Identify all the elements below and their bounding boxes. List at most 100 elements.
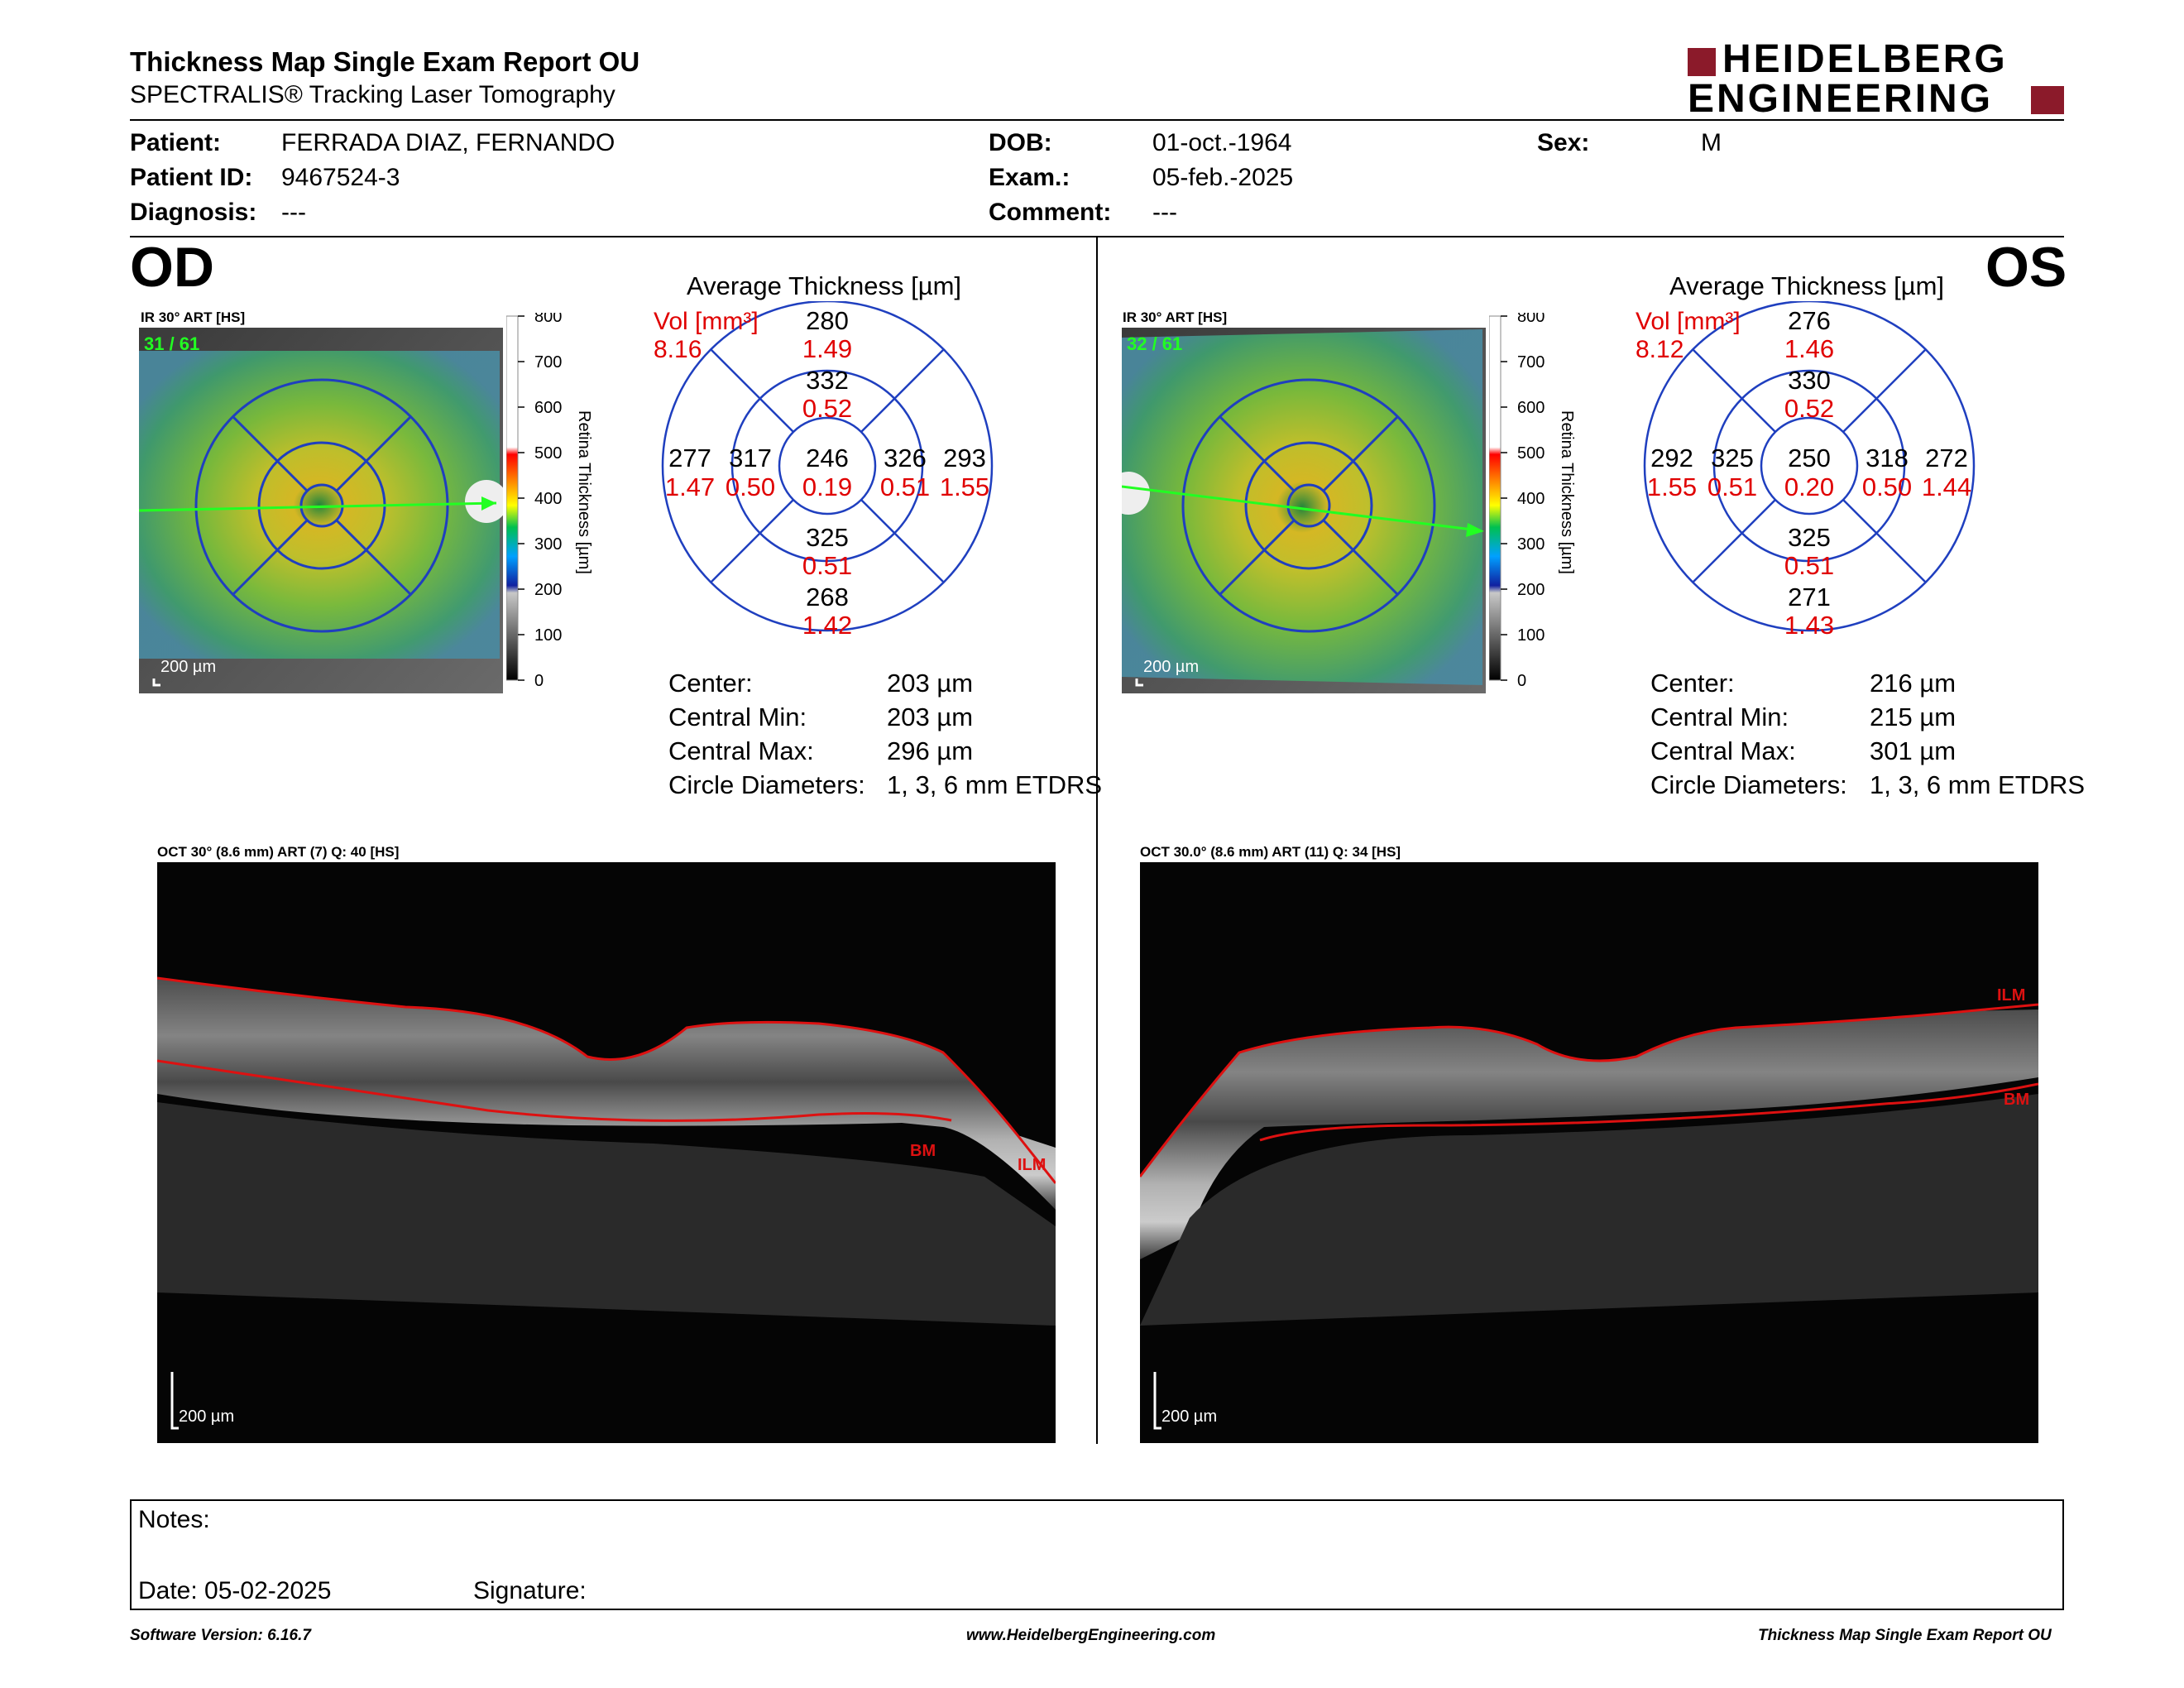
os-cbar-tick: 500 (1517, 444, 1545, 463)
patient-id-label: Patient ID: (130, 164, 253, 191)
os-scan-arrow (1466, 523, 1484, 537)
os-stat-label: Center: (1650, 669, 1735, 698)
od-outer-inf-thickness: 268 (806, 583, 849, 611)
os-outer-left-volume: 1.55 (1647, 472, 1697, 501)
date-label: Date: 05-02-2025 (138, 1577, 332, 1604)
os-frame-counter: 32 / 61 (1127, 333, 1182, 354)
os-stat-value: 215 µm (1870, 703, 1956, 731)
os-fundus-map: 32 / 61 200 µm (1122, 328, 1486, 693)
exam-value: 05-feb.-2025 (1152, 164, 1294, 191)
os-colorbar-gradient (1489, 315, 1502, 681)
patient-label: Patient: (130, 129, 222, 156)
os-outer-right-volume: 1.44 (1922, 472, 1971, 501)
report-subtitle: SPECTRALIS® Tracking Laser Tomography (130, 81, 615, 108)
os-etdrs-grid (1181, 378, 1436, 633)
od-stat-value: 203 µm (887, 703, 974, 731)
od-colorbar-gradient (506, 315, 519, 681)
od-stat-label: Center: (668, 669, 753, 698)
od-colorbar: 800 700 600 500 400 300 200 100 0 Retina… (506, 313, 593, 690)
od-inner-left-thickness: 317 (729, 444, 772, 472)
header-divider (130, 119, 2064, 121)
od-bm-tag: BM (910, 1142, 936, 1160)
os-retina-layers (1140, 1009, 2038, 1259)
od-eye-label: OD (130, 236, 214, 299)
od-scan-line (139, 501, 497, 512)
od-retina-layers (157, 978, 1056, 1210)
os-ir-label: IR 30° ART [HS] (1123, 309, 1228, 325)
od-vol-label: Vol [mm³] (654, 308, 759, 335)
od-frame-counter: 31 / 61 (144, 333, 199, 354)
od-outer-right-volume: 1.55 (940, 472, 989, 501)
os-bm-tag: BM (2004, 1091, 2029, 1109)
diagnosis-value: --- (281, 199, 306, 226)
patient-name: FERRADA DIAZ, FERNANDO (281, 129, 615, 156)
od-bm-line (157, 1059, 952, 1122)
od-cbar-tick: 100 (534, 626, 562, 645)
od-inner-right-thickness: 326 (884, 444, 927, 472)
od-outer-sup-thickness: 280 (806, 306, 849, 335)
os-stat-label: Circle Diameters: (1650, 770, 1847, 799)
od-vol-total: 8.16 (654, 336, 702, 363)
od-inner-left-volume: 0.50 (726, 472, 775, 501)
os-optic-disc (1122, 472, 1150, 515)
os-choroid (1140, 1094, 2038, 1326)
od-outer-right-thickness: 293 (943, 444, 986, 472)
od-fundus-scale: 200 µm (160, 658, 216, 676)
signature-label: Signature: (473, 1577, 587, 1604)
od-cbar-tick: 800 (534, 313, 562, 326)
od-outer-sup-volume: 1.49 (802, 334, 852, 363)
os-colorbar-title: Retina Thickness [µm] (1558, 410, 1576, 574)
os-cbar-tick: 100 (1517, 626, 1545, 645)
od-choroid (157, 1102, 1056, 1326)
os-cbar-tick: 400 (1517, 490, 1545, 508)
os-scale-bar (1135, 679, 1143, 687)
os-bm-line (1259, 1082, 2038, 1142)
os-avg-title: Average Thickness [µm] (1669, 271, 1945, 300)
od-cbar-tick: 700 (534, 353, 562, 372)
os-cbar-tick: 800 (1517, 313, 1545, 326)
os-inner-left-thickness: 325 (1711, 444, 1754, 472)
os-ilm-tag: ILM (1997, 986, 2025, 1005)
od-stat-label: Central Max: (668, 736, 814, 765)
os-cbar-tick: 700 (1517, 353, 1545, 372)
od-outer-left-thickness: 277 (668, 444, 711, 472)
os-inner-inf-volume: 0.51 (1784, 551, 1834, 580)
os-outer-inf-volume: 1.43 (1784, 611, 1834, 640)
od-cbar-tick: 200 (534, 581, 562, 599)
exam-label: Exam.: (989, 164, 1070, 191)
comment-label: Comment: (989, 199, 1112, 226)
os-outer-sup-volume: 1.46 (1784, 334, 1834, 363)
report-title: Thickness Map Single Exam Report OU (130, 46, 640, 77)
os-stat-value: 1, 3, 6 mm ETDRS (1870, 770, 2086, 799)
logo-text-line1: HEIDELBERG (1722, 37, 2008, 81)
od-inner-inf-volume: 0.51 (802, 551, 852, 580)
od-fundus-map: 31 / 61 200 µm (139, 328, 503, 693)
od-scale-bar (152, 679, 160, 687)
od-oct-scale: 200 µm (179, 1407, 234, 1426)
os-ilm-line (1140, 1003, 2038, 1177)
os-stat-label: Central Max: (1650, 736, 1796, 765)
od-avg-title: Average Thickness [µm] (687, 271, 962, 300)
os-scan-line (1122, 485, 1480, 532)
diagnosis-label: Diagnosis: (130, 199, 257, 226)
os-eye-label: OS (1985, 236, 2067, 299)
comment-value: --- (1152, 199, 1177, 226)
os-oct-scale-bar (1153, 1372, 1161, 1430)
os-inner-sup-volume: 0.52 (1784, 394, 1834, 423)
od-cbar-tick: 300 (534, 535, 562, 554)
info-divider (130, 236, 2064, 237)
os-fundus-scale: 200 µm (1143, 658, 1199, 676)
os-cbar-tick: 600 (1517, 399, 1545, 417)
center-divider (1096, 237, 1098, 1444)
notes-box: Notes: Date: 05-02-2025 Signature: (130, 1499, 2064, 1610)
od-cbar-tick: 600 (534, 399, 562, 417)
od-etdrs-chart: 280 1.49 332 0.52 246 0.19 317 0.50 326 … (661, 301, 994, 640)
od-inner-inf-thickness: 325 (806, 523, 849, 552)
os-inner-sup-thickness: 330 (1788, 366, 1831, 395)
od-ilm-line (157, 976, 1056, 1184)
logo-square-bottom (2031, 86, 2064, 114)
od-inner-sup-volume: 0.52 (802, 394, 852, 423)
od-outer-left-volume: 1.47 (665, 472, 715, 501)
footer-report-name: Thickness Map Single Exam Report OU (1758, 1627, 2052, 1644)
os-outer-left-thickness: 292 (1650, 444, 1693, 472)
